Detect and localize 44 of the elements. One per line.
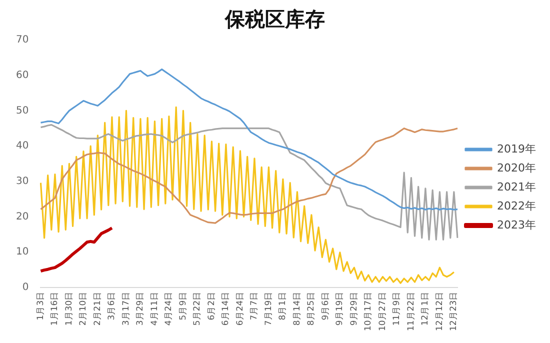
x-tick-label: 5月9日 — [178, 291, 188, 320]
x-tick-label: 8月14日 — [292, 291, 302, 326]
y-tick-label: 70 — [16, 34, 29, 46]
x-tick-label: 6月24日 — [235, 291, 246, 326]
y-tick-label: 10 — [16, 246, 29, 258]
x-tick-label: 2月21日 — [92, 291, 103, 326]
x-tick-label: 6月2日 — [206, 291, 217, 320]
y-tick-label: 40 — [16, 140, 29, 152]
x-tick-label: 12月12日 — [434, 291, 445, 332]
y-tick-label: 30 — [16, 176, 29, 187]
x-tick-label: 6月14日 — [221, 291, 232, 326]
x-tick-label: 11月22日 — [406, 291, 416, 332]
x-tick-label: 7月19日 — [264, 291, 274, 326]
x-tick-label: 7月7日 — [250, 291, 260, 320]
x-tick-label: 10月27日 — [378, 291, 388, 332]
x-tick-label: 12月23日 — [449, 291, 460, 332]
x-tick-label: 4月11日 — [150, 291, 160, 326]
x-tick-label: 8月1日 — [278, 291, 288, 320]
x-tick-label: 11月9日 — [392, 291, 402, 326]
chart-title: 保税区库存 — [224, 8, 326, 33]
x-tick-label: 3月6日 — [107, 291, 118, 320]
x-tick-label: 9月29日 — [349, 291, 360, 326]
x-tick-label: 9月6日 — [320, 291, 331, 320]
x-tick-label: 3月17日 — [121, 291, 132, 326]
x-tick-label: 2月10日 — [78, 291, 89, 326]
y-tick-label: 20 — [16, 211, 29, 222]
x-tick-label: 5月22日 — [192, 291, 203, 326]
x-tick-label: 1月30日 — [64, 291, 74, 326]
x-tick-label: 1月16日 — [50, 291, 60, 326]
x-tick-label: 8月25日 — [306, 291, 317, 326]
legend-label: 2021年 — [497, 180, 536, 194]
x-tick-label: 12月1日 — [420, 291, 431, 326]
y-tick-label: 0 — [22, 282, 29, 293]
x-tick-label: 9月19日 — [335, 291, 346, 326]
y-tick-label: 50 — [16, 105, 29, 116]
legend-label: 2019年 — [497, 142, 536, 156]
legend-label: 2020年 — [497, 161, 536, 174]
x-tick-label: 3月29日 — [136, 291, 146, 326]
y-tick-label: 60 — [16, 70, 29, 81]
legend-label: 2022年 — [497, 199, 536, 212]
x-tick-label: 4月24日 — [164, 291, 174, 326]
x-tick-label: 1月3日 — [36, 291, 46, 320]
x-tick-label: 10月17日 — [364, 291, 374, 332]
legend-label: 2023年 — [497, 218, 536, 232]
